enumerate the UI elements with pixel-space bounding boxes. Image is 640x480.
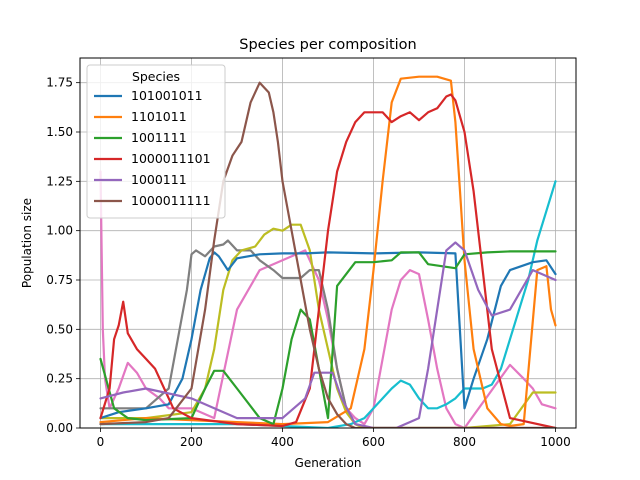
y-tick-label: 1.75: [46, 76, 73, 90]
x-tick-label: 400: [271, 435, 294, 449]
y-tick-label: 1.50: [46, 125, 73, 139]
series-line-3: [99, 93, 557, 428]
series-line-9: [99, 180, 557, 428]
legend-title: Species: [132, 69, 180, 84]
y-tick-label: 0.75: [46, 273, 73, 287]
legend: Species 101001011 1101011 1001111 100001110…: [86, 64, 226, 219]
y-tick-label: 0.00: [46, 421, 73, 435]
y-tick-label: 0.50: [46, 322, 73, 336]
series-line-5: [99, 81, 557, 428]
y-tick-label: 1.00: [46, 224, 73, 238]
legend-entry: 101001011: [131, 88, 203, 103]
y-axis-title: Population size: [20, 198, 34, 288]
series-line-1: [99, 75, 557, 428]
legend-entry: 1001111: [131, 130, 187, 145]
x-tick-label: 1000: [540, 435, 571, 449]
y-tick-label: 1.25: [46, 174, 73, 188]
legend-entry: 1101011: [131, 109, 187, 124]
y-tick-label: 0.25: [46, 372, 73, 386]
x-tick-label: 800: [453, 435, 476, 449]
x-tick-label: 0: [97, 435, 105, 449]
x-tick-label: 200: [180, 435, 203, 449]
series-line-8: [99, 223, 557, 428]
series-line-4: [99, 241, 557, 428]
series-line-0: [99, 251, 557, 420]
legend-entry: 1000011111: [131, 193, 211, 208]
x-axis-ticks: 0 200 400 600 800 1000: [97, 428, 571, 449]
series-lines: [99, 75, 557, 428]
legend-entry: 1000011101: [131, 151, 211, 166]
chart-title: Species per composition: [239, 37, 417, 53]
series-line-7: [99, 239, 557, 428]
x-axis-title: Generation: [295, 456, 362, 470]
plot-frame: [79, 57, 577, 429]
x-tick-label: 600: [362, 435, 385, 449]
y-axis-ticks: 0.00 0.25 0.50 0.75 1.00 1.25 1.50 1.75: [46, 76, 80, 435]
legend-entry: 1000111: [131, 172, 187, 187]
